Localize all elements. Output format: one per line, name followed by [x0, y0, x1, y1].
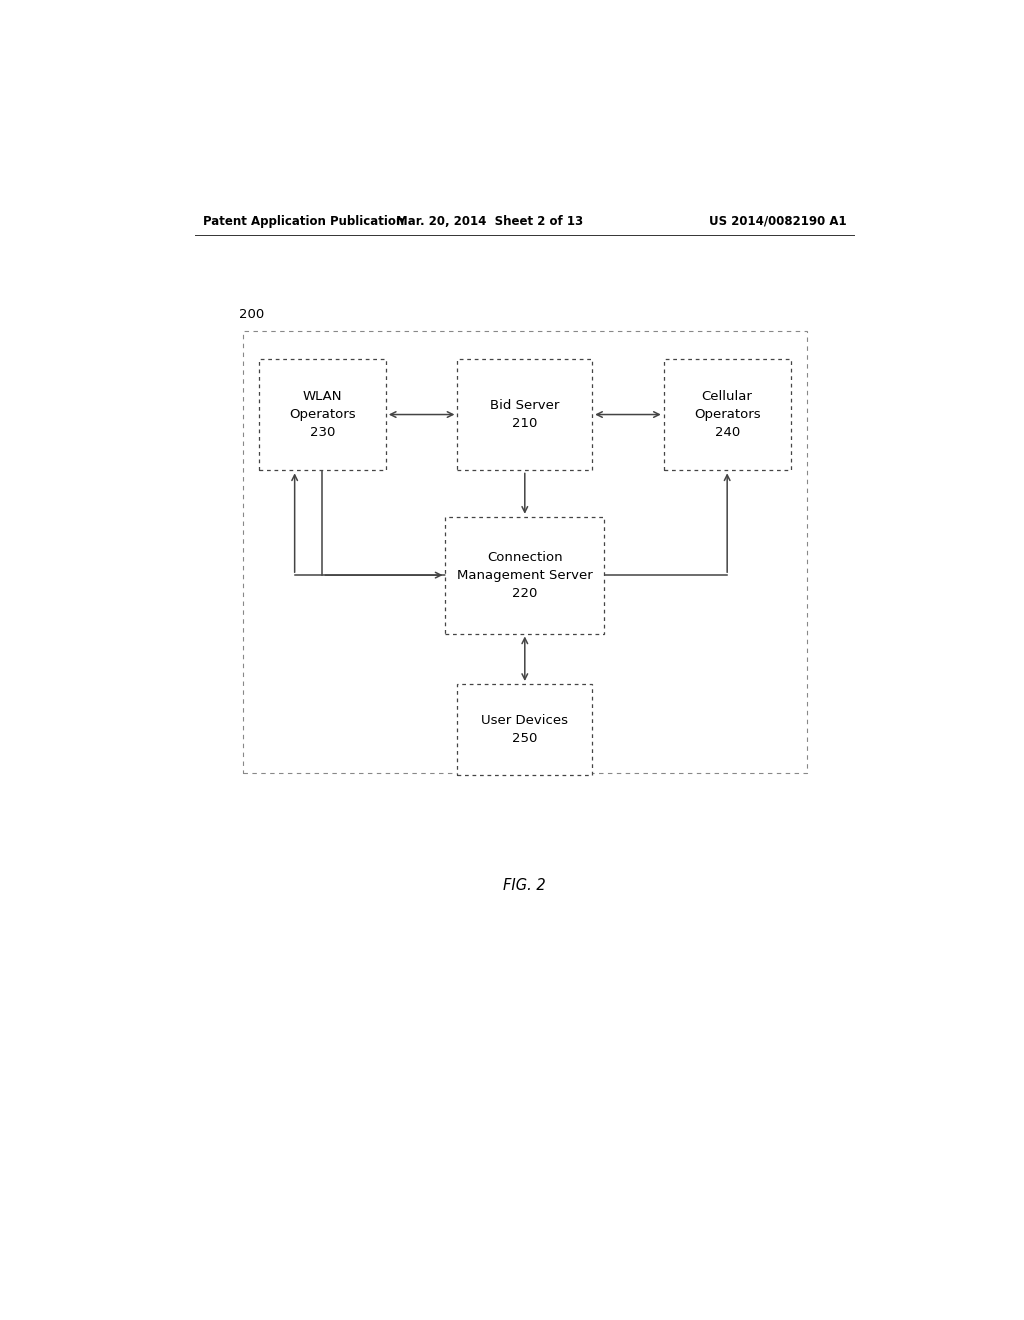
- Text: FIG. 2: FIG. 2: [504, 878, 546, 892]
- Bar: [259, 359, 386, 470]
- Text: Connection
Management Server
220: Connection Management Server 220: [457, 550, 593, 599]
- Text: Bid Server
210: Bid Server 210: [490, 399, 559, 430]
- Bar: [458, 684, 592, 775]
- Text: Cellular
Operators
240: Cellular Operators 240: [694, 389, 761, 440]
- Text: US 2014/0082190 A1: US 2014/0082190 A1: [709, 215, 846, 228]
- Text: 200: 200: [239, 308, 264, 321]
- Bar: [445, 516, 604, 634]
- Bar: [458, 359, 592, 470]
- Text: WLAN
Operators
230: WLAN Operators 230: [289, 389, 355, 440]
- Bar: [664, 359, 791, 470]
- Text: Mar. 20, 2014  Sheet 2 of 13: Mar. 20, 2014 Sheet 2 of 13: [395, 215, 583, 228]
- Bar: [243, 331, 807, 774]
- Text: User Devices
250: User Devices 250: [481, 714, 568, 744]
- Text: Patent Application Publication: Patent Application Publication: [204, 215, 404, 228]
